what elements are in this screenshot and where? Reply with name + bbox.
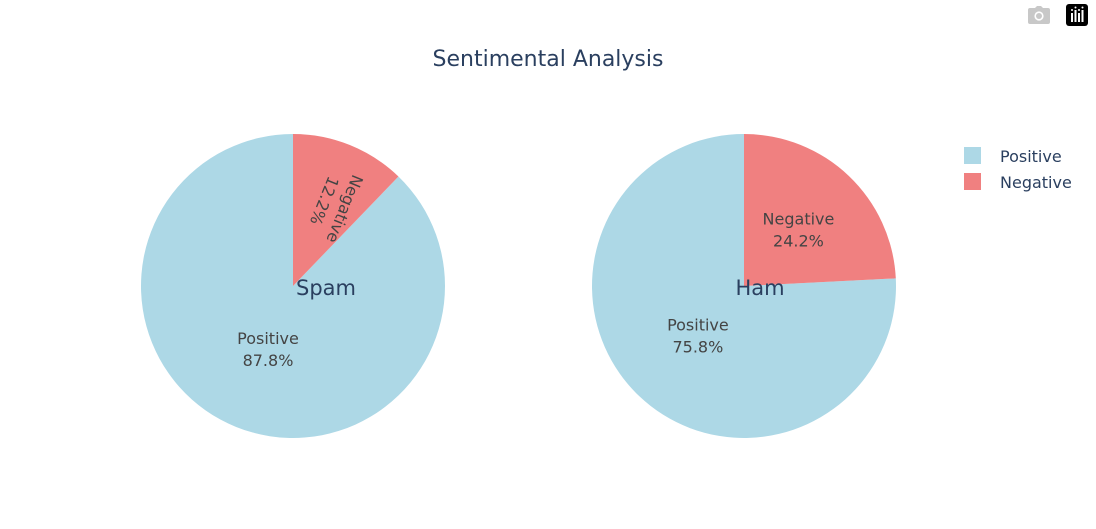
slice-spam-negative[interactable] xyxy=(293,134,399,286)
slice-label-ham-positive: Positive 75.8% xyxy=(667,315,729,356)
legend: Positive Negative xyxy=(964,147,1072,192)
pie-title-spam: Spam xyxy=(296,276,356,300)
slice-label-spam-positive: Positive 87.8% xyxy=(237,329,299,370)
slice-ham-negative[interactable] xyxy=(744,134,896,286)
legend-item-positive[interactable]: Positive xyxy=(964,147,1062,166)
legend-label-negative: Negative xyxy=(1000,173,1072,192)
plotly-logo-icon[interactable] xyxy=(1064,2,1090,28)
chart-title: Sentimental Analysis xyxy=(433,47,664,72)
legend-label-positive: Positive xyxy=(1000,147,1062,166)
legend-swatch-negative xyxy=(964,173,981,190)
modebar xyxy=(1026,2,1090,28)
legend-swatch-positive xyxy=(964,147,981,164)
slice-ham-positive[interactable] xyxy=(592,134,897,438)
legend-item-negative[interactable]: Negative xyxy=(964,173,1072,192)
slice-label-ham-negative: Negative 24.2% xyxy=(763,210,835,251)
camera-icon[interactable] xyxy=(1026,2,1052,28)
slice-spam-positive[interactable] xyxy=(141,134,446,439)
pie-title-ham: Ham xyxy=(735,276,784,300)
